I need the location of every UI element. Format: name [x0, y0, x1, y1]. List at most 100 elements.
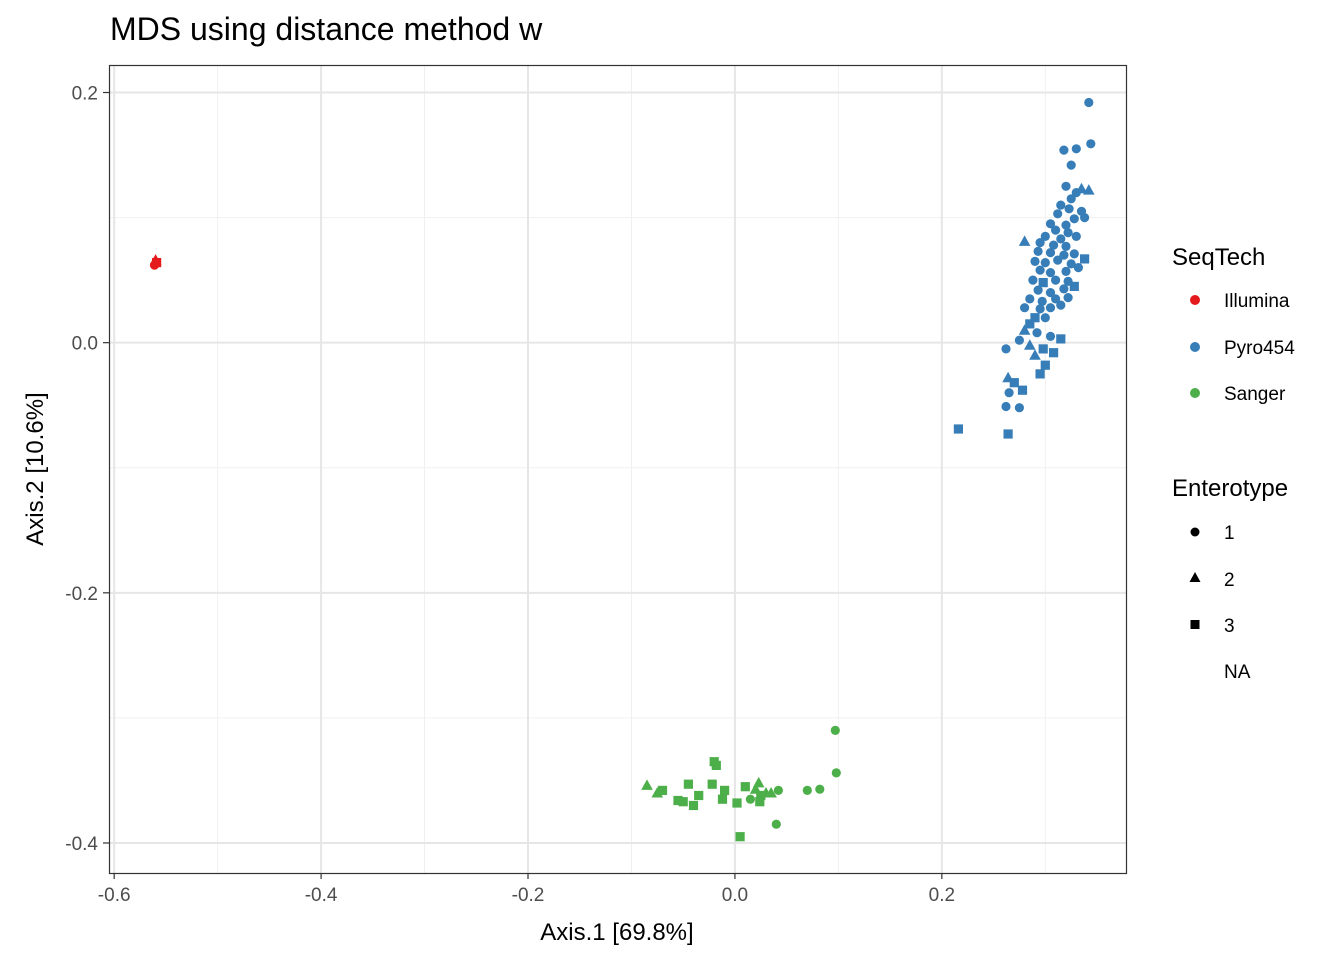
- point-triangle: [149, 254, 162, 265]
- point-square: [953, 424, 963, 434]
- point-circle: [1064, 204, 1074, 214]
- point-square: [694, 790, 704, 801]
- grid: [109, 65, 1126, 873]
- plot-panel: [109, 65, 1126, 873]
- x-axis-label: Axis.1 [69.8%]: [540, 919, 693, 946]
- point-circle: [1045, 268, 1056, 278]
- point-circle: [1069, 249, 1079, 259]
- point-circle: [1061, 181, 1071, 191]
- data-points: [149, 97, 1096, 842]
- point-square: [740, 782, 750, 792]
- point-square: [755, 797, 765, 807]
- point-circle: [1035, 238, 1045, 248]
- point-circle: [1071, 231, 1081, 241]
- point-circle: [1040, 231, 1050, 241]
- legend-label-enterotype-1: 1: [1224, 523, 1235, 544]
- point-circle: [1004, 388, 1014, 398]
- point-circle: [1066, 194, 1076, 204]
- point-circle: [1051, 275, 1061, 285]
- point-triangle: [1029, 349, 1041, 360]
- point-square: [1030, 313, 1040, 323]
- point-circle: [1063, 228, 1073, 238]
- point-square: [707, 779, 717, 789]
- point-circle: [1069, 214, 1079, 224]
- x-tick-label: 0.0: [722, 885, 748, 906]
- point-circle: [745, 794, 756, 804]
- point-circle: [1014, 403, 1024, 413]
- legend-key-pyro454: [1190, 342, 1200, 352]
- point-circle: [773, 785, 784, 796]
- point-square: [732, 798, 742, 808]
- point-circle: [1040, 258, 1050, 268]
- axes: -0.6 -0.4 -0.2 0.0 0.2 0.2 0.0 -0.2 -0.4: [65, 84, 955, 906]
- point-circle: [1045, 248, 1056, 258]
- legend-title-enterotype: Enterotype: [1172, 475, 1288, 502]
- point-circle: [1014, 335, 1024, 345]
- point-circle: [1066, 160, 1076, 170]
- point-circle: [1035, 304, 1045, 314]
- legend-key-sanger: [1190, 388, 1200, 398]
- point-circle: [1053, 209, 1063, 219]
- point-circle: [1033, 246, 1043, 256]
- point-square: [678, 797, 688, 807]
- point-circle: [1056, 300, 1066, 310]
- point-square: [1017, 385, 1028, 395]
- point-circle: [830, 725, 840, 736]
- point-circle: [802, 785, 812, 796]
- point-circle: [1033, 285, 1043, 295]
- legend-label-pyro454: Pyro454: [1224, 338, 1295, 359]
- point-square: [720, 785, 730, 795]
- point-circle: [815, 784, 825, 794]
- point-square: [683, 779, 693, 789]
- chart-title: MDS using distance method w: [110, 11, 543, 47]
- point-circle: [1059, 250, 1069, 260]
- point-circle: [1045, 303, 1056, 313]
- point-circle: [1045, 219, 1056, 229]
- point-circle: [1030, 256, 1040, 266]
- y-axis-label: Axis.2 [10.6%]: [22, 392, 49, 545]
- point-circle: [1045, 331, 1056, 341]
- legend-label-sanger: Sanger: [1224, 384, 1286, 405]
- point-square: [1040, 360, 1050, 370]
- point-square: [1003, 429, 1013, 439]
- point-circle: [1001, 401, 1011, 412]
- point-square: [1080, 254, 1090, 264]
- legend: SeqTech Illumina Pyro454 Sanger Enteroty…: [1172, 244, 1295, 683]
- point-square: [1025, 319, 1035, 329]
- point-circle: [1071, 144, 1081, 154]
- point-square: [1038, 344, 1048, 354]
- series-sanger: [641, 725, 841, 842]
- point-square: [1069, 281, 1079, 291]
- x-tick-label: 0.2: [929, 885, 955, 906]
- y-tick-label: 0.2: [72, 84, 98, 105]
- point-triangle: [1018, 235, 1031, 246]
- point-circle: [1061, 266, 1071, 276]
- y-tick-label: 0.0: [72, 334, 98, 355]
- x-tick-label: -0.4: [305, 885, 338, 906]
- point-circle: [1045, 288, 1056, 298]
- point-circle: [1061, 241, 1071, 251]
- point-circle: [1020, 303, 1030, 313]
- legend-title-seqtech: SeqTech: [1172, 244, 1265, 271]
- point-square: [1035, 369, 1045, 379]
- point-circle: [1037, 296, 1047, 306]
- point-square: [756, 790, 766, 801]
- point-circle: [1073, 263, 1083, 273]
- point-square: [1056, 334, 1066, 344]
- point-circle: [1051, 225, 1061, 235]
- x-tick-label: -0.2: [512, 885, 545, 906]
- point-triangle: [1024, 339, 1036, 350]
- point-circle: [1080, 213, 1090, 223]
- point-circle: [1053, 255, 1063, 265]
- point-square: [688, 800, 699, 811]
- point-triangle: [765, 787, 777, 798]
- point-square: [1049, 348, 1059, 358]
- point-circle: [1066, 259, 1076, 269]
- point-circle: [1028, 275, 1038, 285]
- point-triangle: [1083, 184, 1095, 195]
- point-circle: [1059, 284, 1069, 294]
- point-square: [657, 785, 668, 795]
- series-pyro454: [953, 97, 1096, 439]
- point-circle: [1032, 328, 1042, 338]
